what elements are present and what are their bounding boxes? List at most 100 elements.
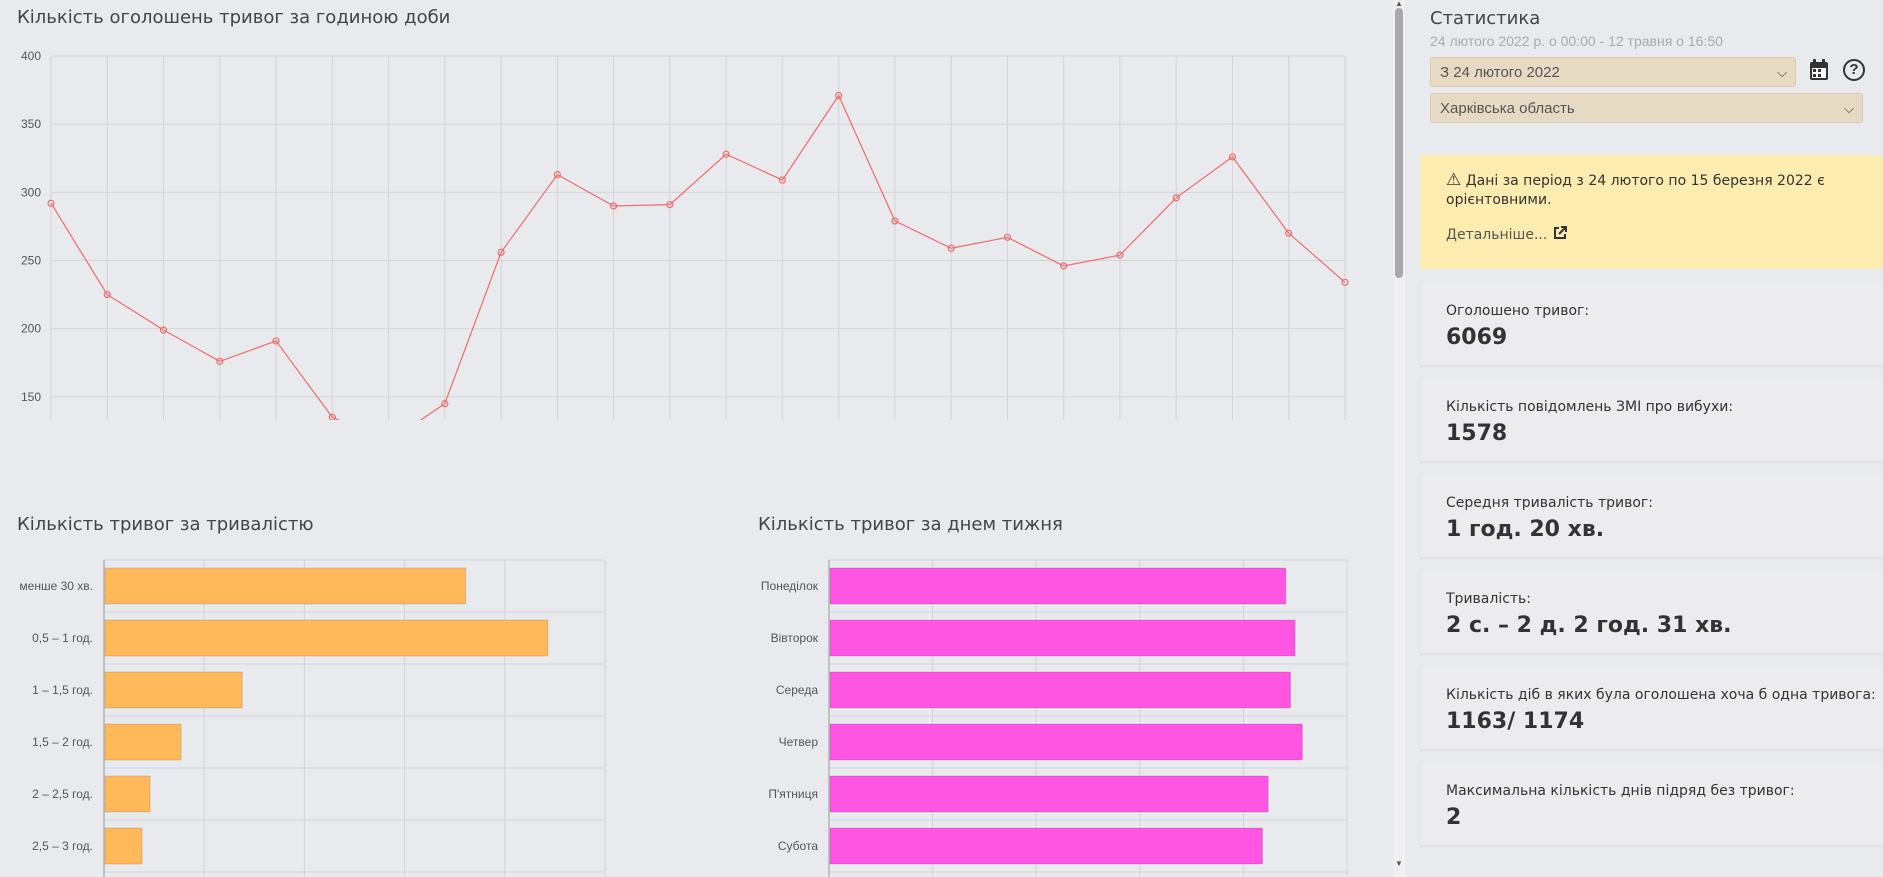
data-point (497, 248, 505, 256)
stat-card: Кількість повідомлень ЗМІ про вибухи: 157… (1420, 377, 1883, 461)
duration-bar-chart: менше 30 хв. 0,5 – 1 год. 1 – 1,5 год. 1,5 … (19, 559, 606, 877)
stat-label: Кількість повідомлень ЗМІ про вибухи: (1446, 399, 1734, 415)
stat-value: 2 с. – 2 д. 2 год. 31 хв. (1446, 613, 1732, 638)
data-point (159, 326, 168, 334)
category-label: 1,5 – 2 год. (32, 735, 93, 749)
data-point (47, 199, 55, 207)
chevron-down-icon: ⌵ (1844, 101, 1854, 116)
bar (829, 619, 1296, 657)
data-point (891, 217, 899, 225)
y-tick-label: 200 (21, 322, 41, 336)
data-point (835, 91, 843, 100)
data-point (610, 202, 618, 210)
bar (104, 723, 182, 761)
category-label: 2 – 2,5 год. (32, 787, 93, 801)
y-tick-label: 150 (21, 390, 41, 404)
stat-value: 2 (1446, 805, 1462, 830)
series-line (50, 94, 1346, 420)
main-scrollbar[interactable]: ▲ ▼ (1393, 0, 1405, 877)
bar (104, 775, 151, 813)
data-point (272, 337, 280, 345)
data-point (1060, 262, 1068, 270)
category-label: Понеділок (761, 579, 819, 593)
bar (104, 671, 243, 709)
data-point (1341, 278, 1349, 286)
calendar-icon[interactable] (1808, 58, 1830, 82)
stat-card: Максимальна кількість днів підряд без тр… (1420, 761, 1883, 845)
data-point (553, 171, 561, 179)
weekday-bar-chart: Понеділок Вівторок Середа Четвер П'ятниця Суб… (761, 559, 1348, 877)
bar (104, 567, 467, 605)
data-point (1003, 233, 1012, 241)
data-point (778, 176, 786, 184)
data-point (722, 150, 730, 158)
bar (829, 567, 1287, 605)
help-question-icon[interactable]: ? (1843, 59, 1865, 81)
details-link[interactable]: Детальніше... (1446, 225, 1568, 243)
stat-value: 1163/ 1174 (1446, 709, 1585, 734)
details-link-label: Детальніше... (1446, 227, 1548, 243)
stat-value: 6069 (1446, 325, 1508, 350)
stat-value: 1 год. 20 хв. (1446, 517, 1605, 542)
category-label: Вівторок (771, 631, 819, 645)
chevron-down-icon: ⌵ (1777, 65, 1787, 80)
data-point (441, 400, 449, 408)
period-select[interactable]: З 24 лютого 2022 ⌵ (1430, 57, 1796, 87)
data-point (216, 357, 224, 365)
stat-label: Тривалість: (1446, 591, 1532, 607)
external-link-icon (1553, 226, 1567, 239)
data-point (328, 413, 336, 420)
duration-chart-title: Кількість тривог за тривалістю (17, 514, 314, 535)
category-label: Субота (778, 839, 818, 853)
stat-label: Максимальна кількість днів підряд без тр… (1446, 783, 1795, 799)
scroll-down-arrow-icon[interactable]: ▼ (1395, 859, 1403, 868)
scroll-up-arrow-icon[interactable]: ▲ (1395, 0, 1403, 8)
weekday-chart-title: Кількість тривог за днем тижня (758, 514, 1063, 535)
stat-value: 1578 (1446, 421, 1508, 446)
bar (829, 827, 1264, 865)
data-point (103, 290, 111, 299)
y-tick-label: 350 (21, 117, 41, 131)
bar (104, 619, 549, 657)
category-label: Четвер (779, 735, 819, 749)
y-tick-label: 400 (21, 49, 41, 63)
stat-card: Кількість діб в яких була оголошена хоча… (1420, 665, 1883, 749)
statistics-sidebar: Статистика 24 лютого 2022 р. о 00:00 - 1… (1405, 0, 1883, 877)
scrollbar-thumb[interactable] (1395, 8, 1403, 278)
stats-cards: ⚠ Дані за період з 24 лютого по 15 берез… (1420, 155, 1883, 857)
category-label: 1 – 1,5 год. (32, 683, 93, 697)
stat-label: Кількість діб в яких була оголошена хоча… (1446, 687, 1876, 703)
warning-triangle-icon: ⚠ (1446, 170, 1462, 190)
stat-card: Оголошено тривог: 6069 (1420, 281, 1883, 365)
data-point (1172, 194, 1180, 202)
data-point (666, 201, 674, 209)
data-point (1116, 251, 1124, 259)
category-label: 0,5 – 1 год. (32, 631, 93, 645)
sidebar-title: Статистика (1430, 8, 1541, 29)
hourly-line-chart: 10015020025030035040000:0001:0002:0003:0… (21, 49, 1349, 420)
stat-label: Оголошено тривог: (1446, 303, 1590, 319)
stat-card: Тривалість: 2 с. – 2 д. 2 год. 31 хв. (1420, 569, 1883, 653)
warning-message: Дані за період з 24 лютого по 15 березня… (1446, 173, 1825, 208)
category-label: Середа (776, 683, 818, 697)
stat-label: Середня тривалість тривог: (1446, 495, 1653, 511)
warning-text: ⚠ Дані за період з 24 лютого по 15 берез… (1446, 171, 1866, 210)
data-point (1228, 153, 1237, 161)
data-point (947, 244, 955, 252)
period-select-value: З 24 лютого 2022 (1440, 64, 1560, 81)
category-label: менше 30 хв. (19, 579, 93, 593)
y-tick-label: 300 (21, 185, 41, 199)
region-select[interactable]: Харківська область ⌵ (1430, 93, 1863, 123)
stat-card: Середня тривалість тривог: 1 год. 20 хв. (1420, 473, 1883, 557)
sidebar-header: Статистика 24 лютого 2022 р. о 00:00 - 1… (1405, 0, 1883, 145)
warning-card: ⚠ Дані за період з 24 лютого по 15 берез… (1420, 155, 1883, 269)
category-label: П'ятниця (768, 787, 818, 801)
hourly-chart-title: Кількість оголошень тривог за годиною до… (17, 7, 451, 28)
date-range-text: 24 лютого 2022 р. о 00:00 - 12 травня о … (1430, 33, 1723, 49)
bar (829, 775, 1269, 813)
y-tick-label: 250 (21, 254, 41, 268)
region-select-value: Харківська область (1440, 100, 1575, 117)
bar (829, 723, 1303, 761)
data-point (1285, 229, 1293, 237)
bar (104, 827, 143, 865)
